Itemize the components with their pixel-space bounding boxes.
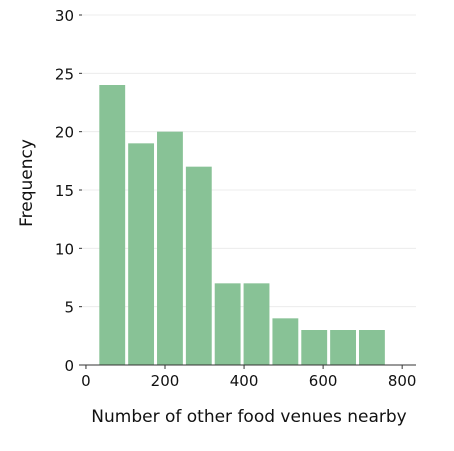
x-tick-label: 600 (309, 372, 338, 390)
histogram-bar (214, 283, 241, 365)
y-axis-label: Frequency (17, 139, 37, 227)
histogram-bar (128, 143, 155, 365)
x-tick-label: 800 (388, 372, 417, 390)
x-tick-label: 200 (151, 372, 180, 390)
y-tick-label: 25 (55, 65, 74, 83)
histogram-bar (99, 85, 126, 365)
histogram-bar (330, 330, 357, 365)
histogram-bar (359, 330, 385, 365)
x-axis-label: Number of other food venues nearby (91, 407, 406, 427)
bar-layer (99, 85, 385, 365)
y-tick-label: 20 (55, 124, 74, 142)
x-tick-label: 400 (230, 372, 259, 390)
histogram-bar (272, 318, 299, 365)
histogram-bar (185, 166, 212, 365)
tick-layer: 0 5 10 15 20 25 30 0 200 400 600 800 (55, 7, 417, 390)
x-tick-label: 0 (81, 372, 91, 390)
histogram-bar (243, 283, 270, 365)
y-tick-label: 0 (64, 357, 74, 375)
histogram-bar (301, 330, 328, 365)
y-tick-label: 30 (55, 7, 74, 25)
y-tick-label: 5 (64, 299, 74, 317)
y-tick-label: 15 (55, 182, 74, 200)
y-tick-label: 10 (55, 240, 74, 258)
histogram-bar (157, 131, 183, 365)
